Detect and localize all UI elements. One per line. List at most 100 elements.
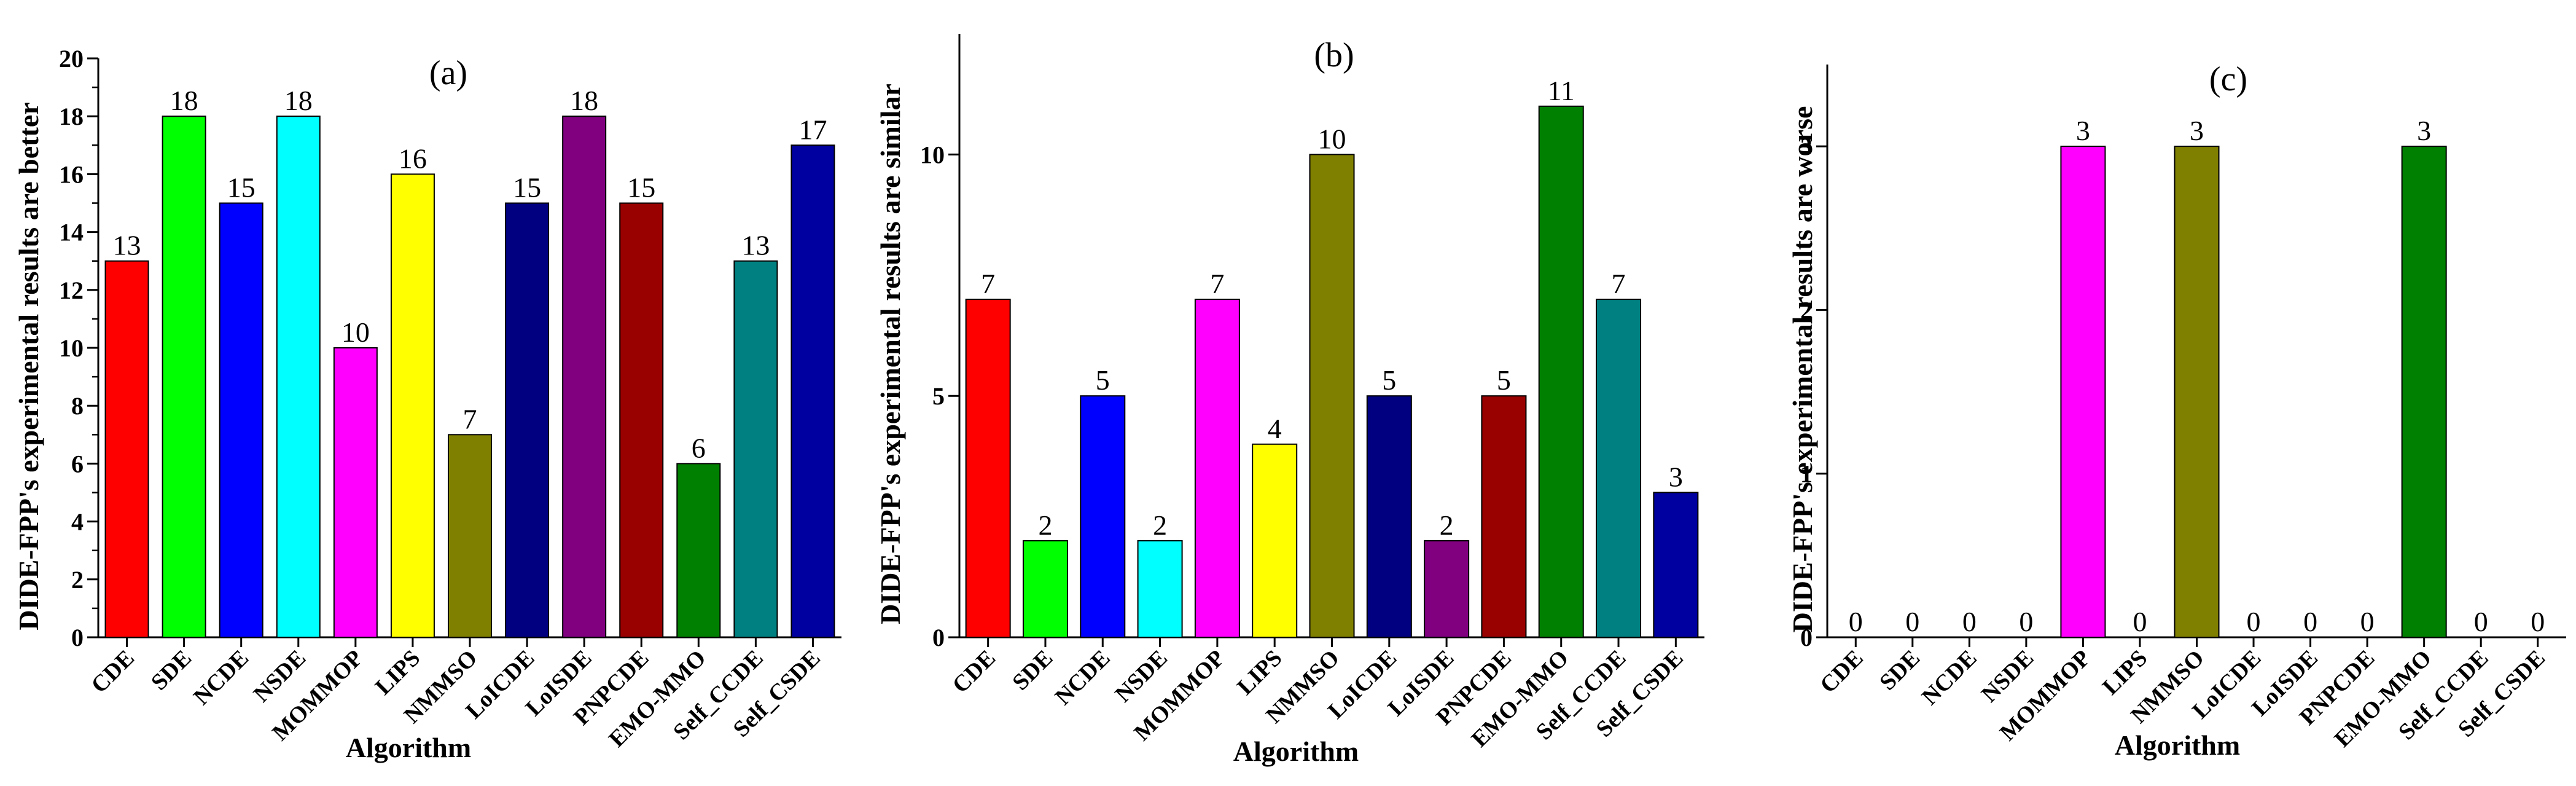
chart-panel-c: 01230CDE0SDE0NCDE0NSDE3MOMMOP0LIPS3NMMSO… [1787,60,2566,761]
y-tick-label: 3 [1800,133,1813,160]
bar-pnpcde [619,202,664,638]
bar-mommop [1194,299,1240,638]
bar-nsde [1137,540,1183,638]
data-label: 2 [1153,509,1167,541]
bar-ncde [219,202,263,638]
bar-lips [1252,443,1298,638]
y-tick-label: 18 [59,103,84,130]
x-tick-label: SDE [1007,645,1058,696]
y-tick-label: 4 [71,508,84,536]
bar-self_ccde [1596,299,1642,638]
x-tick-label: CDE [86,645,139,698]
data-label: 0 [1905,606,1919,637]
x-tick-label: SDE [1875,645,1925,696]
bar-nmmso [2174,146,2220,638]
bar-sde [162,116,206,638]
chart-panel-a: 0246810121416182013CDE18SDE15NCDE18NSDE1… [13,45,841,763]
data-label: 0 [2474,606,2488,637]
y-axis-title: DIDE-FPP's experimental results are wors… [1787,106,1818,633]
y-tick-label: 0 [1800,624,1813,651]
data-label: 3 [2190,115,2204,146]
x-axis-title: Algorithm [1233,736,1359,767]
bar-mommop [333,347,378,638]
data-label: 2 [1440,509,1454,541]
data-label: 3 [1669,461,1683,492]
bar-nmmso [1309,154,1355,638]
bar-sde [1022,540,1068,638]
y-tick-label: 1 [1800,460,1813,488]
bar-self_csde [1653,492,1699,638]
y-tick-label: 10 [59,334,84,362]
data-label: 0 [2019,606,2033,637]
panel-label: (a) [429,54,467,92]
bar-loicde [1366,395,1412,638]
bar-nmmso [448,434,492,638]
data-label: 0 [2531,606,2545,637]
data-label: 5 [1096,364,1110,396]
x-tick-label: CDE [1815,645,1868,698]
data-label: 7 [463,403,477,434]
x-tick-label: NCDE [1050,645,1115,710]
panel-label: (b) [1314,36,1354,74]
data-label: 7 [981,268,995,299]
x-tick-label: NCDE [189,645,254,710]
x-axis-title: Algorithm [2115,729,2240,761]
data-label: 17 [798,114,827,145]
data-label: 5 [1497,364,1511,396]
data-label: 16 [399,143,427,174]
bar-loisde [562,116,607,638]
chart-panel-b: 05107CDE2SDE5NCDE2NSDE7MOMMOP4LIPS10NMMS… [875,34,1704,767]
data-label: 15 [227,172,256,203]
data-label: 10 [342,316,370,348]
y-tick-label: 8 [71,392,84,420]
data-label: 0 [1962,606,1977,637]
x-tick-label: NCDE [1917,645,1982,710]
data-label: 5 [1382,364,1396,396]
bar-self_csde [790,144,835,639]
bar-nsde [276,116,321,638]
panel-label: (c) [2209,60,2247,98]
data-label: 0 [2303,606,2317,637]
bar-loisde [1424,540,1470,638]
bar-pnpcde [1481,395,1527,638]
y-tick-label: 20 [59,45,84,73]
data-label: 2 [1038,509,1052,541]
data-label: 3 [2417,115,2431,146]
y-tick-label: 16 [59,160,84,188]
y-tick-label: 5 [932,382,945,410]
data-label: 3 [2076,115,2090,146]
data-label: 11 [1548,75,1575,106]
data-label: 0 [2360,606,2375,637]
bar-cde [965,299,1011,638]
y-tick-label: 10 [920,141,945,168]
data-label: 4 [1268,413,1282,444]
bar-loicde [505,202,550,638]
data-label: 0 [2247,606,2261,637]
y-tick-label: 14 [59,219,84,246]
data-label: 13 [113,230,141,261]
data-label: 18 [284,85,313,116]
x-tick-label: CDE [948,645,1001,698]
data-label: 18 [170,85,198,116]
data-label: 7 [1210,268,1224,299]
data-label: 0 [1849,606,1863,637]
y-tick-label: 0 [932,624,945,651]
x-tick-label: SDE [146,645,197,696]
bar-emo-mmo [2401,146,2447,638]
data-label: 13 [741,230,770,261]
bar-mommop [2060,146,2106,638]
data-label: 18 [570,85,598,116]
y-tick-label: 0 [71,624,84,651]
data-label: 15 [513,172,541,203]
data-label: 15 [627,172,655,203]
bar-lips [390,173,435,638]
y-tick-label: 12 [59,277,84,304]
x-axis-title: Algorithm [346,732,471,763]
bar-ncde [1080,395,1126,638]
y-tick-label: 2 [1800,296,1813,324]
y-tick-label: 6 [71,450,84,477]
bar-self_ccde [733,260,778,638]
y-axis-title: DIDE-FPP's experimental results are bett… [13,102,44,630]
